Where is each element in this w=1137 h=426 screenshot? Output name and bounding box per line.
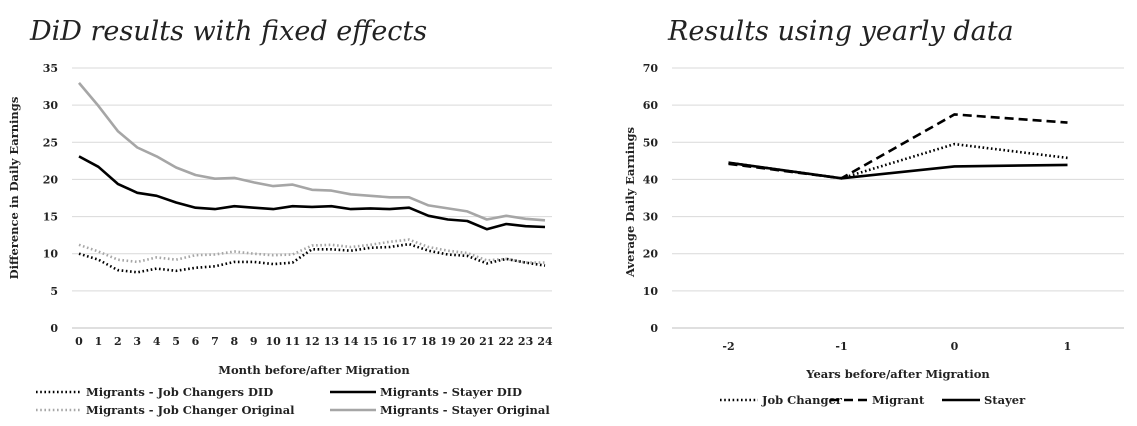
left-gridlines (72, 67, 552, 329)
x-tick-label: 13 (324, 335, 339, 348)
left-x-ticks: 0 1 2 3 4 5 6 7 8 9 10 11 12 13 14 15 16 17 18 19 20 21 22 23 24 (75, 335, 553, 348)
x-tick-label: 21 (479, 335, 494, 348)
x-tick-label: 3 (133, 335, 141, 348)
x-tick-label: 8 (231, 335, 239, 348)
right-y-ticks: 0 10 20 30 40 50 60 70 (643, 62, 659, 335)
x-tick-label: 24 (537, 335, 553, 348)
x-tick-label: 1 (1064, 340, 1072, 353)
legend-label: Migrants - Job Changer Original (86, 403, 295, 417)
right-chart-title: Results using yearly data (667, 16, 1014, 47)
left-x-axis-label: Month before/after Migration (218, 363, 410, 377)
left-y-ticks: 0 5 10 15 20 25 30 35 (43, 62, 59, 335)
x-tick-label: 11 (285, 335, 300, 348)
x-tick-label: 12 (304, 335, 319, 348)
y-tick-label: 0 (50, 322, 58, 335)
y-tick-label: 50 (643, 136, 659, 149)
y-tick-label: 10 (43, 248, 59, 261)
y-tick-label: 0 (650, 322, 658, 335)
left-series-lines (78, 82, 546, 274)
series-line (728, 142, 1068, 180)
legend-label: Migrants - Job Changers DID (86, 385, 273, 399)
x-tick-label: 15 (363, 335, 378, 348)
y-tick-label: 70 (643, 62, 659, 75)
x-tick-label: 0 (75, 335, 83, 348)
left-legend: Migrants - Job Changers DID Migrants - St… (36, 385, 550, 417)
y-tick-label: 30 (643, 211, 659, 224)
x-tick-label: 16 (382, 335, 398, 348)
x-tick-label: 22 (499, 335, 514, 348)
series-line (78, 82, 546, 222)
left-y-axis-label: Difference in Daily Earnings (7, 97, 21, 280)
x-tick-label: -2 (722, 340, 734, 353)
x-tick-label: 9 (250, 335, 258, 348)
right-series-lines (728, 113, 1068, 180)
right-gridlines (672, 67, 1124, 329)
series-line (78, 155, 546, 231)
y-tick-label: 25 (43, 136, 58, 149)
right-x-ticks: -2 -1 0 1 (722, 340, 1071, 353)
x-tick-label: 2 (114, 335, 122, 348)
x-tick-label: 1 (95, 335, 103, 348)
y-tick-label: 5 (50, 285, 58, 298)
y-tick-label: 30 (43, 99, 59, 112)
right-legend: Job Changer Migrant Stayer (720, 393, 1026, 407)
right-x-axis-label: Years before/after Migration (805, 367, 990, 381)
y-tick-label: 15 (43, 211, 58, 224)
x-tick-label: 23 (518, 335, 533, 348)
y-tick-label: 20 (43, 173, 59, 186)
series-line (728, 161, 1068, 180)
x-tick-label: 17 (401, 335, 416, 348)
x-tick-label: 20 (460, 335, 476, 348)
x-tick-label: 6 (192, 335, 200, 348)
y-tick-label: 20 (643, 248, 659, 261)
x-tick-label: 19 (440, 335, 455, 348)
x-tick-label: -1 (835, 340, 847, 353)
y-tick-label: 10 (643, 285, 659, 298)
legend-label: Stayer (984, 393, 1026, 407)
x-tick-label: 18 (421, 335, 437, 348)
x-tick-label: 0 (951, 340, 959, 353)
left-chart-title: DiD results with fixed effects (29, 16, 427, 47)
legend-label: Migrant (872, 393, 925, 407)
legend-label: Migrants - Stayer Original (380, 403, 550, 417)
legend-label: Migrants - Stayer DID (380, 385, 522, 399)
series-line (78, 242, 546, 274)
y-tick-label: 35 (43, 62, 58, 75)
y-tick-label: 60 (643, 99, 659, 112)
y-tick-label: 40 (643, 173, 659, 186)
x-tick-label: 4 (153, 335, 161, 348)
right-y-axis-label: Average Daily Earnings (623, 127, 637, 278)
series-line (78, 238, 545, 264)
legend-label: Job Changer (761, 393, 843, 407)
x-tick-label: 10 (266, 335, 282, 348)
x-tick-label: 14 (343, 335, 359, 348)
x-tick-label: 5 (172, 335, 180, 348)
x-tick-label: 7 (211, 335, 219, 348)
